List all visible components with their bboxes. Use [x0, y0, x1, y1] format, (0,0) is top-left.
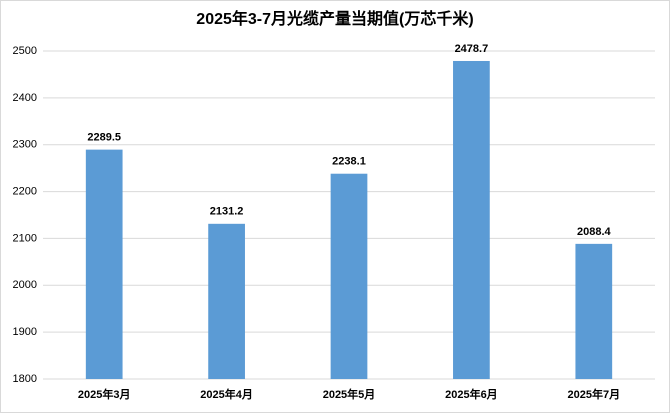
x-tick-label: 2025年7月: [568, 387, 621, 401]
value-label: 2088.4: [577, 226, 612, 238]
y-tick-label: 2100: [13, 232, 37, 244]
bar: [453, 60, 490, 380]
y-tick-label: 1800: [13, 373, 37, 385]
y-tick-label: 1900: [13, 326, 37, 338]
y-tick-label: 2500: [13, 45, 37, 57]
y-tick-label: 2200: [13, 185, 37, 197]
x-tick-label: 2025年5月: [323, 387, 376, 401]
bar: [208, 223, 245, 379]
x-tick-label: 2025年6月: [445, 387, 498, 401]
x-tick-label: 2025年4月: [200, 387, 253, 401]
value-label: 2289.5: [87, 132, 121, 144]
y-tick-label: 2300: [13, 139, 37, 151]
value-label: 2131.2: [210, 206, 244, 218]
value-label: 2238.1: [332, 156, 366, 168]
y-tick-label: 2400: [13, 92, 37, 104]
bar: [575, 243, 613, 379]
y-tick-label: 2000: [13, 279, 37, 291]
chart-title: 2025年3-7月光缆产量当期值(万芯千米): [196, 9, 473, 28]
value-label: 2478.7: [455, 43, 489, 55]
x-tick-label: 2025年3月: [78, 387, 131, 401]
bar: [330, 173, 368, 379]
bar: [85, 149, 123, 379]
